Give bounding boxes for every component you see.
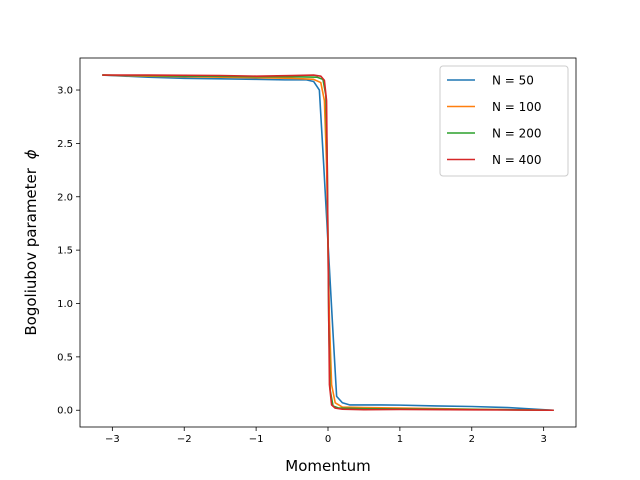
series-line-4 [102,74,554,412]
y-tick-label: 2.5 [57,139,73,150]
y-axis-ticks: 0.0 0.5 1.0 1.5 2.0 2.5 3.0 [57,86,80,417]
x-axis-ticks: −3 −2 −1 0 1 2 3 [105,427,547,445]
y-tick-label: 0.5 [57,352,73,363]
y-tick-label: 1.0 [57,299,73,310]
x-tick-label: 3 [540,434,546,445]
y-tick-label: 2.0 [57,192,73,203]
y-tick-label: 0.0 [57,406,73,417]
legend: N = 50 N = 100 N = 200 N = 400 [439,65,569,177]
x-tick-label: −1 [249,434,264,445]
y-axis-label-symbol: ϕ [22,149,40,159]
legend-label: N = 200 [492,127,542,141]
legend-label: N = 50 [492,74,534,88]
x-axis-label: Momentum [285,457,370,475]
y-axis-label-text: Bogoliubov parameter [22,167,40,335]
series-layer [102,74,554,412]
x-tick-label: 1 [397,434,403,445]
legend-label: N = 400 [492,153,542,167]
x-tick-label: −3 [105,434,120,445]
x-tick-label: −2 [177,434,192,445]
legend-label: N = 100 [492,100,542,114]
y-tick-label: 3.0 [57,86,73,97]
x-tick-label: 0 [325,434,331,445]
x-tick-label: 2 [469,434,475,445]
y-axis-label: Bogoliubov parameter ϕ [22,149,40,335]
y-tick-label: 1.5 [57,246,73,257]
legend-box [439,65,569,177]
